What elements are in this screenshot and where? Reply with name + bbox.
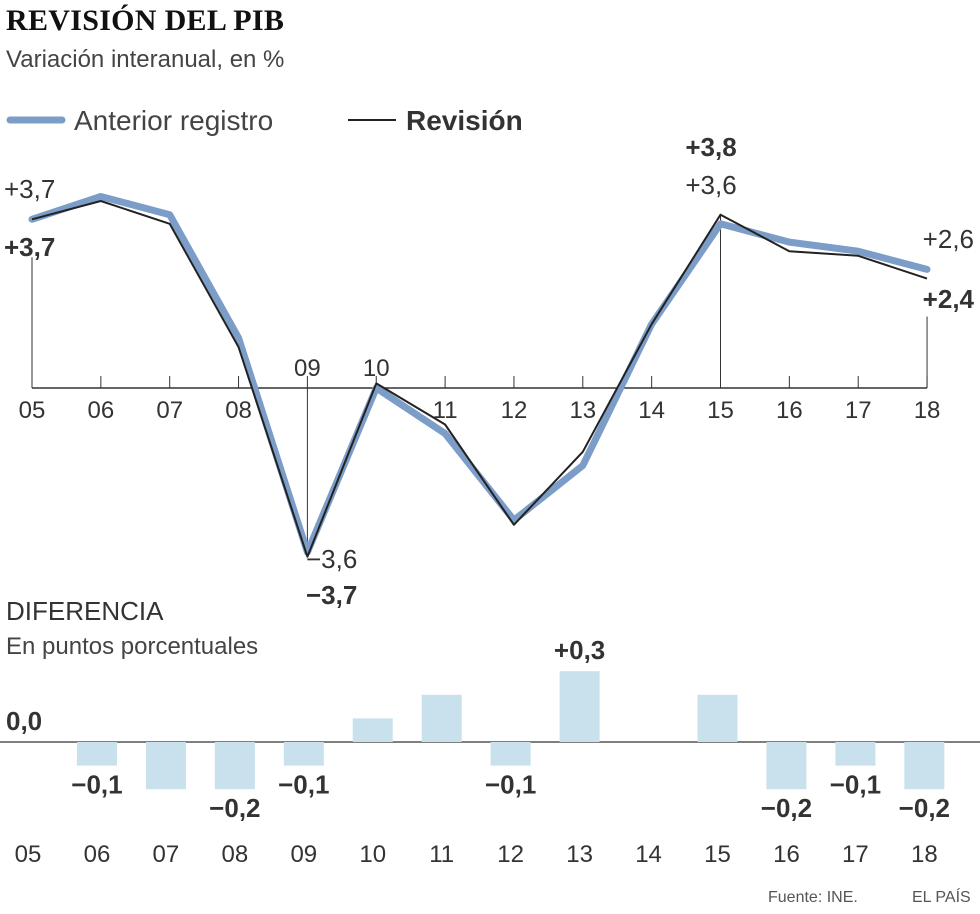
- bar-value-label: −0,1: [71, 770, 122, 800]
- legend-revision-label: Revisión: [406, 105, 523, 136]
- bar-13: [559, 671, 600, 742]
- x-tick-label: 09: [294, 355, 321, 382]
- bar-10: [352, 718, 393, 742]
- x-tick-label: 07: [156, 397, 183, 424]
- brand-credit: EL PAÍS: [912, 887, 971, 906]
- x-tick-label: 08: [225, 397, 252, 424]
- bar-value-label: −0,2: [761, 793, 812, 823]
- bar-category-label: 17: [842, 841, 869, 868]
- bar-value-label: −0,1: [830, 770, 881, 800]
- annotation-prev-15: +3,6: [685, 170, 736, 200]
- legend: Anterior registro Revisión: [6, 105, 523, 136]
- bar-07: [145, 742, 186, 790]
- annotation-rev-18: +2,4: [923, 284, 975, 314]
- bar-08: [214, 742, 255, 790]
- bar-category-label: 16: [773, 841, 800, 868]
- annotation-rev-15: +3,8: [685, 132, 736, 162]
- x-tick-label: 10: [363, 355, 390, 382]
- bar-11: [421, 694, 462, 742]
- bar-17: [835, 742, 876, 766]
- x-tick-label: 17: [845, 397, 872, 424]
- chart-subtitle: Variación interanual, en %: [6, 46, 285, 73]
- bar-category-label: 15: [704, 841, 731, 868]
- legend-previous-label: Anterior registro: [74, 105, 273, 136]
- bar-value-label: −0,1: [278, 770, 329, 800]
- bar-category-label: 07: [153, 841, 180, 868]
- bar-category-label: 09: [290, 841, 317, 868]
- difference-subtitle: En puntos porcentuales: [6, 633, 258, 660]
- bar-value-label: +0,3: [554, 635, 605, 665]
- bar-15: [697, 694, 738, 742]
- x-tick-label: 15: [707, 397, 734, 424]
- annotation-prev-05: +3,7: [4, 174, 55, 204]
- x-tick-label: 18: [914, 397, 941, 424]
- source-note: Fuente: INE.: [768, 889, 858, 906]
- bar-category-label: 13: [566, 841, 593, 868]
- bar-12: [490, 742, 531, 766]
- chart-title: REVISIÓN DEL PIB: [6, 4, 285, 37]
- x-tick-label: 16: [776, 397, 803, 424]
- bar-category-label: 10: [359, 841, 386, 868]
- bar-category-label: 14: [635, 841, 662, 868]
- annotation-rev-05: +3,7: [4, 232, 55, 262]
- bar-category-label: 06: [84, 841, 111, 868]
- bar-value-label: 0,0: [6, 706, 42, 736]
- bar-category-label: 18: [911, 841, 938, 868]
- bar-18: [904, 742, 945, 790]
- difference-title: DIFERENCIA: [6, 596, 164, 626]
- bar-chart: 05 0,0 06 −0,1 07 08 −0,2 09 −0,1 10 11 12 −0,1 13 +0,…: [0, 635, 980, 868]
- annotation-rev-09: −3,7: [306, 580, 357, 610]
- bar-category-label: 11: [429, 841, 454, 868]
- bar-value-label: −0,1: [485, 770, 536, 800]
- bar-09: [283, 742, 324, 766]
- bar-16: [766, 742, 807, 790]
- bar-category-label: 12: [497, 841, 524, 868]
- x-tick-label: 06: [87, 397, 114, 424]
- bar-category-label: 08: [221, 841, 248, 868]
- x-tick-label: 05: [19, 397, 46, 424]
- annotation-prev-18: +2,6: [923, 224, 974, 254]
- bar-category-label: 05: [15, 841, 42, 868]
- x-tick-label: 14: [638, 397, 665, 424]
- bar-value-label: −0,2: [209, 793, 260, 823]
- x-tick-label: 13: [569, 397, 596, 424]
- series-line-anterior-registro: [28, 193, 931, 556]
- bar-06: [76, 742, 117, 766]
- x-tick-label: 12: [501, 397, 528, 424]
- annotation-prev-09: −3,6: [306, 544, 357, 574]
- bar-value-label: −0,2: [899, 793, 950, 823]
- series-line-revision: [31, 200, 928, 558]
